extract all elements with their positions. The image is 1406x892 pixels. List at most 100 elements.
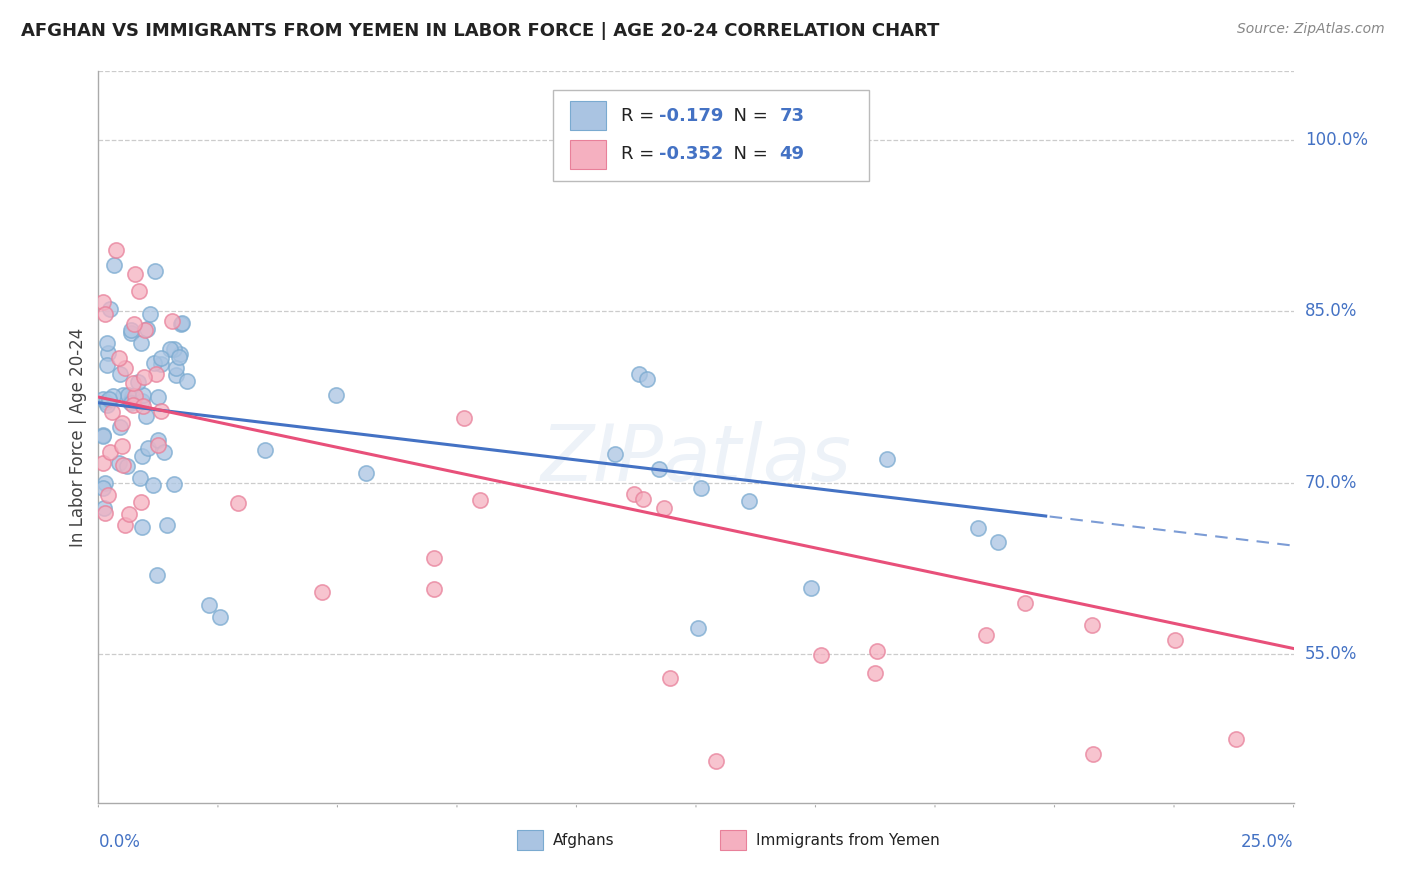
Point — [628, 367, 651, 381]
Text: 49: 49 — [780, 145, 804, 163]
Text: 100.0%: 100.0% — [1305, 131, 1368, 149]
Point — [987, 534, 1010, 549]
Point — [160, 314, 183, 328]
Point — [145, 263, 167, 277]
Point — [111, 439, 134, 453]
Point — [114, 360, 136, 375]
Point — [690, 481, 713, 495]
Point — [134, 323, 156, 337]
Point — [208, 610, 231, 624]
Point — [94, 506, 117, 520]
Point — [108, 351, 131, 365]
Point — [120, 396, 142, 410]
Point — [129, 471, 152, 485]
Text: 55.0%: 55.0% — [1305, 645, 1357, 664]
Point — [124, 389, 146, 403]
Point — [103, 258, 125, 272]
Text: 0.0%: 0.0% — [98, 833, 141, 851]
Point — [122, 318, 145, 332]
Point — [131, 495, 153, 509]
Text: Immigrants from Yemen: Immigrants from Yemen — [756, 832, 939, 847]
Point — [865, 665, 887, 680]
Text: Source: ZipAtlas.com: Source: ZipAtlas.com — [1237, 22, 1385, 37]
Point — [134, 370, 156, 384]
Y-axis label: In Labor Force | Age 20-24: In Labor Force | Age 20-24 — [69, 327, 87, 547]
Point — [112, 458, 135, 473]
Point — [156, 518, 179, 533]
Point — [94, 307, 117, 321]
Text: AFGHAN VS IMMIGRANTS FROM YEMEN IN LABOR FORCE | AGE 20-24 CORRELATION CHART: AFGHAN VS IMMIGRANTS FROM YEMEN IN LABOR… — [21, 22, 939, 40]
Point — [131, 394, 153, 409]
Point — [453, 411, 475, 425]
Point — [132, 399, 155, 413]
Point — [159, 343, 181, 357]
Point — [423, 551, 446, 566]
Point — [198, 598, 221, 612]
Point — [226, 496, 249, 510]
Point — [91, 481, 114, 495]
Point — [1225, 732, 1247, 747]
Point — [1081, 747, 1104, 761]
Point — [1164, 633, 1187, 648]
Point — [136, 441, 159, 455]
Point — [325, 388, 347, 402]
Point — [98, 392, 121, 407]
Point — [114, 517, 136, 532]
Point — [150, 351, 173, 365]
Point — [688, 621, 710, 635]
Point — [103, 389, 125, 403]
Point — [163, 477, 186, 491]
Point — [139, 307, 162, 321]
Point — [93, 501, 115, 516]
Point — [135, 409, 157, 423]
Point — [148, 390, 170, 404]
Point — [108, 419, 131, 434]
Point — [122, 398, 145, 412]
Point — [423, 582, 446, 597]
Point — [150, 404, 173, 418]
Point — [115, 459, 138, 474]
Point — [170, 317, 193, 331]
Point — [169, 350, 191, 364]
Point — [800, 581, 823, 595]
Point — [93, 476, 115, 491]
Point — [866, 643, 889, 657]
Point — [131, 520, 153, 534]
Point — [967, 521, 990, 535]
Point — [111, 417, 134, 431]
Point — [169, 347, 191, 361]
Text: 25.0%: 25.0% — [1241, 833, 1294, 851]
Point — [143, 356, 166, 370]
Point — [122, 376, 145, 391]
Point — [652, 501, 675, 516]
Point — [142, 478, 165, 492]
Point — [129, 335, 152, 350]
Text: ZIPatlas: ZIPatlas — [540, 421, 852, 497]
FancyBboxPatch shape — [517, 830, 543, 850]
Point — [101, 405, 124, 419]
Point — [1081, 618, 1104, 632]
Point — [117, 507, 139, 521]
Text: R =: R = — [620, 145, 659, 163]
Point — [124, 267, 146, 281]
Point — [876, 451, 898, 466]
Point — [354, 467, 377, 481]
Point — [104, 244, 127, 258]
FancyBboxPatch shape — [571, 101, 606, 130]
Point — [120, 326, 142, 340]
Point — [120, 323, 142, 337]
Text: Afghans: Afghans — [553, 832, 614, 847]
Point — [97, 345, 120, 359]
Point — [311, 585, 333, 599]
Point — [91, 456, 114, 470]
Text: R =: R = — [620, 107, 659, 125]
Point — [121, 389, 143, 403]
Point — [136, 322, 159, 336]
Text: N =: N = — [723, 107, 773, 125]
Point — [648, 462, 671, 476]
Point — [659, 671, 682, 685]
Point — [117, 388, 139, 402]
Point — [468, 493, 491, 508]
Point — [91, 429, 114, 443]
Point — [165, 368, 187, 382]
